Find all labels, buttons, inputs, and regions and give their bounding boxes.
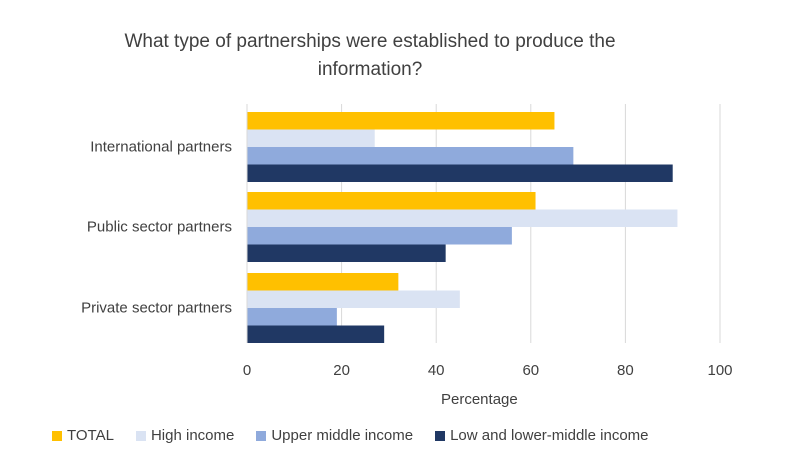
x-tick-label: 40 bbox=[427, 362, 445, 379]
legend-label: TOTAL bbox=[67, 427, 114, 444]
bar-upper-middle-income-private-sector-partners bbox=[247, 308, 337, 326]
legend-swatch bbox=[256, 430, 267, 441]
legend-swatch bbox=[435, 430, 446, 441]
bar-low-and-lower-middle-income-international-partners bbox=[247, 164, 673, 182]
legend-swatch bbox=[135, 430, 146, 441]
chart-legend: TOTAL High income Upper middle income Low a… bbox=[52, 427, 671, 444]
legend-item: Upper middle income bbox=[256, 427, 413, 444]
bar-high-income-international-partners bbox=[247, 129, 375, 147]
bar-low-and-lower-middle-income-private-sector-partners bbox=[247, 325, 385, 343]
chart-title: What type of partnerships were establish… bbox=[0, 28, 740, 84]
bar-upper-middle-income-public-sector-partners bbox=[247, 227, 512, 245]
legend-item: Low and lower-middle income bbox=[435, 427, 649, 444]
legend-label: Upper middle income bbox=[271, 427, 414, 444]
bar-total-international-partners bbox=[247, 112, 555, 130]
bar-high-income-public-sector-partners bbox=[247, 209, 678, 227]
x-tick-label: 80 bbox=[617, 362, 634, 379]
legend-item: High income bbox=[135, 427, 235, 444]
chart-title-line-2: information? bbox=[317, 59, 423, 80]
legend-swatch bbox=[52, 430, 62, 441]
chart-title-line-1: What type of partnerships were establish… bbox=[124, 31, 616, 52]
category-label: Public sector partners bbox=[86, 218, 232, 236]
legend-label: Low and lower-middle income bbox=[450, 427, 649, 444]
bar-total-public-sector-partners bbox=[247, 192, 536, 210]
x-axis-title: Percentage bbox=[441, 391, 518, 408]
x-tick-label: 20 bbox=[333, 362, 350, 379]
x-tick-label: 100 bbox=[707, 362, 733, 379]
category-label: International partners bbox=[90, 138, 232, 156]
bar-total-private-sector-partners bbox=[247, 273, 399, 291]
legend-label: High income bbox=[150, 427, 235, 444]
bar-high-income-private-sector-partners bbox=[247, 290, 460, 308]
x-tick-label: 0 bbox=[242, 362, 252, 379]
category-label: Private sector partners bbox=[81, 299, 232, 317]
bar-upper-middle-income-international-partners bbox=[247, 147, 574, 165]
legend-item: TOTAL bbox=[52, 427, 114, 444]
x-tick-label: 60 bbox=[522, 362, 540, 379]
bar-low-and-lower-middle-income-public-sector-partners bbox=[247, 244, 446, 262]
